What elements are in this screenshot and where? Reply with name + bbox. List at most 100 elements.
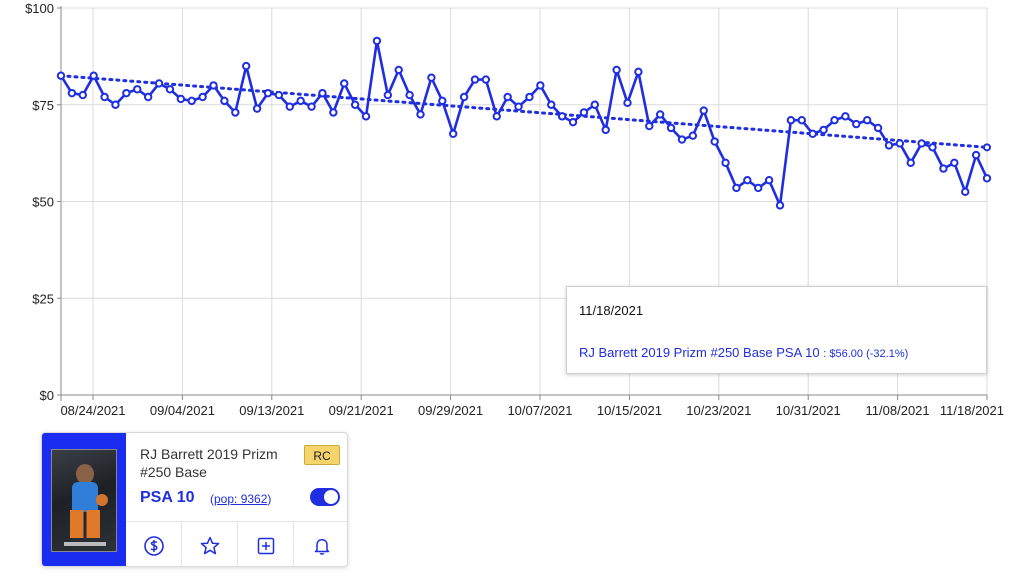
data-point[interactable] — [786, 116, 796, 125]
data-point[interactable] — [56, 71, 66, 80]
data-point[interactable] — [263, 88, 273, 98]
data-point[interactable] — [797, 116, 806, 125]
data-point[interactable] — [329, 108, 338, 117]
data-point[interactable] — [906, 158, 915, 168]
data-point[interactable] — [699, 106, 708, 115]
data-point[interactable] — [350, 100, 360, 109]
data-point[interactable] — [89, 71, 98, 80]
data-point[interactable] — [427, 73, 436, 82]
data-point[interactable] — [143, 92, 153, 102]
data-point[interactable] — [688, 131, 698, 140]
data-point[interactable] — [503, 92, 512, 102]
data-point[interactable] — [122, 88, 131, 98]
data-point[interactable] — [732, 183, 741, 193]
data-point[interactable] — [318, 88, 327, 98]
data-point[interactable] — [971, 150, 981, 160]
data-point[interactable] — [677, 135, 687, 144]
trendline-endpoint — [983, 143, 991, 152]
data-point[interactable] — [492, 112, 501, 121]
data-point[interactable] — [111, 100, 120, 109]
data-point[interactable] — [394, 65, 403, 75]
data-point[interactable] — [416, 110, 425, 119]
data-point[interactable] — [187, 96, 196, 106]
data-point[interactable] — [852, 119, 861, 129]
data-point[interactable] — [405, 90, 414, 100]
card-thumbnail-image[interactable] — [51, 449, 117, 552]
data-point[interactable] — [645, 121, 654, 131]
price-series[interactable] — [56, 36, 992, 210]
data-point[interactable] — [612, 65, 621, 75]
data-point[interactable] — [481, 75, 491, 84]
data-point[interactable] — [67, 88, 77, 98]
data-point[interactable] — [982, 174, 992, 183]
data-point[interactable] — [252, 104, 262, 113]
data-point[interactable] — [231, 108, 240, 117]
pop-count-link[interactable]: pop: 9362 — [214, 492, 268, 506]
data-point[interactable] — [525, 92, 534, 102]
basketball-shape — [96, 494, 108, 506]
data-point[interactable] — [514, 102, 523, 111]
data-point[interactable] — [78, 90, 87, 100]
data-point[interactable] — [655, 110, 665, 119]
x-tick-label: 10/15/2021 — [597, 403, 662, 418]
data-point[interactable] — [808, 129, 817, 138]
data-point[interactable] — [764, 176, 774, 185]
data-point[interactable] — [928, 143, 937, 152]
data-point[interactable] — [307, 102, 316, 111]
series-visibility-toggle[interactable] — [310, 488, 340, 506]
data-point[interactable] — [459, 92, 469, 102]
data-point[interactable] — [634, 67, 643, 77]
data-point[interactable] — [666, 123, 676, 133]
price-button[interactable] — [126, 522, 182, 566]
data-point[interactable] — [754, 183, 763, 193]
data-point[interactable] — [361, 112, 371, 121]
data-point[interactable] — [557, 112, 567, 121]
data-point[interactable] — [830, 116, 839, 125]
data-point[interactable] — [623, 98, 632, 108]
data-point[interactable] — [579, 108, 589, 117]
data-point[interactable] — [873, 123, 883, 133]
data-point[interactable] — [775, 201, 785, 210]
alert-button[interactable] — [294, 522, 347, 566]
data-point[interactable] — [154, 79, 164, 88]
add-icon — [257, 537, 274, 554]
data-point[interactable] — [568, 117, 578, 127]
data-point[interactable] — [547, 100, 556, 109]
data-point[interactable] — [710, 137, 719, 146]
data-point[interactable] — [884, 141, 894, 150]
data-point[interactable] — [274, 90, 284, 100]
data-point[interactable] — [470, 75, 480, 84]
data-point[interactable] — [939, 164, 948, 173]
data-point[interactable] — [961, 187, 970, 197]
data-point[interactable] — [176, 94, 186, 104]
data-point[interactable] — [819, 125, 828, 135]
pop-count: (pop: 9362) — [210, 492, 272, 506]
data-point[interactable] — [340, 79, 349, 88]
data-point[interactable] — [950, 158, 959, 168]
data-point[interactable] — [165, 85, 175, 94]
data-point[interactable] — [242, 61, 251, 71]
favorite-button[interactable] — [182, 522, 238, 566]
data-point[interactable] — [895, 139, 905, 148]
data-point[interactable] — [285, 102, 294, 111]
data-point[interactable] — [448, 129, 458, 138]
data-point[interactable] — [296, 96, 305, 106]
data-point[interactable] — [198, 92, 207, 102]
data-point[interactable] — [133, 85, 142, 94]
data-point[interactable] — [601, 125, 610, 135]
add-to-collection-button[interactable] — [238, 522, 294, 566]
data-point[interactable] — [220, 96, 229, 106]
data-point[interactable] — [438, 96, 447, 106]
data-point[interactable] — [743, 176, 752, 185]
data-point[interactable] — [209, 81, 218, 90]
data-point[interactable] — [841, 112, 850, 121]
data-point[interactable] — [100, 92, 109, 102]
data-point[interactable] — [590, 100, 600, 109]
data-point[interactable] — [372, 36, 382, 46]
data-point[interactable] — [383, 90, 393, 100]
data-point[interactable] — [917, 139, 926, 148]
x-tick-label: 09/21/2021 — [329, 403, 394, 418]
data-point[interactable] — [536, 81, 545, 90]
data-point[interactable] — [862, 116, 872, 125]
data-point[interactable] — [721, 158, 730, 168]
